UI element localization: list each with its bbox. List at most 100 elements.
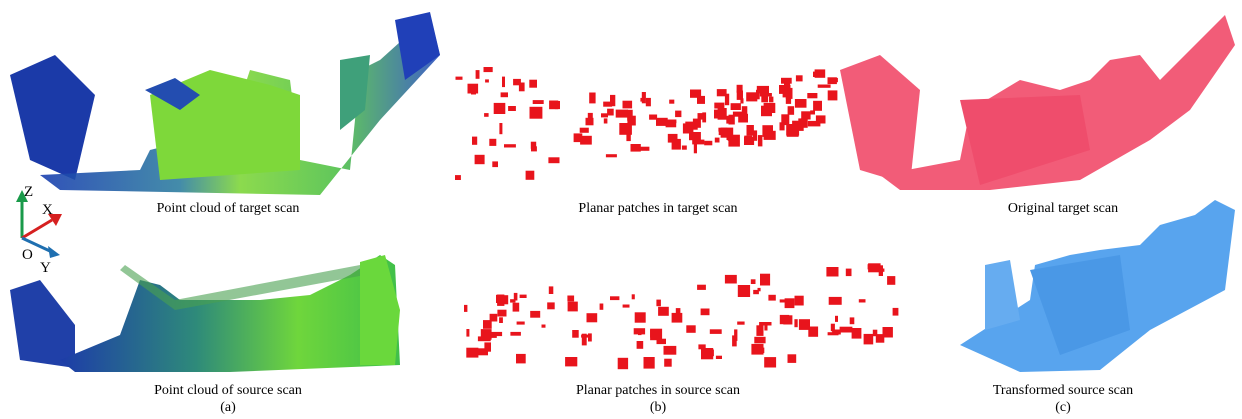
patch — [826, 267, 838, 277]
patch — [725, 94, 729, 106]
patch — [864, 334, 874, 345]
patch — [689, 132, 701, 140]
figure: Z X O Y Point cloud of target scan Point… — [0, 0, 1242, 419]
axes-icon: Z X O Y — [16, 184, 62, 276]
patch — [879, 265, 883, 276]
patch — [640, 147, 650, 151]
patch — [788, 354, 797, 363]
patch — [632, 294, 635, 299]
patch — [517, 322, 525, 325]
patch — [601, 113, 608, 117]
patch — [649, 115, 657, 120]
patch — [682, 146, 687, 150]
x-label: X — [42, 202, 53, 218]
patch — [690, 90, 701, 98]
patch — [616, 110, 628, 118]
patch — [801, 111, 810, 119]
patch — [733, 112, 743, 117]
patch — [646, 98, 651, 106]
patch — [738, 285, 750, 297]
patch — [610, 111, 613, 114]
patch — [623, 305, 630, 308]
patch — [780, 315, 789, 324]
patch — [780, 122, 785, 130]
caption: Planar patches in target scan — [578, 201, 737, 216]
patch — [795, 99, 807, 108]
patch — [580, 136, 592, 145]
patch — [499, 317, 503, 323]
patch — [893, 308, 899, 316]
patch — [492, 161, 498, 167]
patch — [701, 309, 710, 316]
patch — [603, 102, 612, 107]
patch — [548, 157, 559, 163]
patch — [769, 97, 774, 103]
patch — [476, 70, 480, 79]
patch — [792, 121, 798, 130]
patch — [572, 330, 579, 338]
patch — [513, 79, 521, 85]
patch — [484, 113, 489, 117]
patch — [529, 80, 537, 88]
patch — [795, 296, 804, 306]
patch — [734, 329, 737, 341]
patch — [692, 140, 704, 145]
patch — [683, 123, 694, 133]
patch — [658, 307, 669, 316]
patch — [623, 101, 633, 109]
patch — [504, 144, 516, 147]
patch — [697, 285, 706, 290]
patch — [494, 103, 506, 114]
patch — [478, 336, 491, 341]
patch — [756, 325, 763, 336]
patch — [637, 341, 644, 349]
patch — [485, 79, 489, 82]
patch — [737, 322, 744, 325]
patch — [526, 171, 535, 180]
patch — [746, 92, 757, 101]
patch — [513, 303, 520, 312]
patch — [520, 295, 527, 298]
patch — [751, 344, 763, 355]
patch — [497, 295, 504, 306]
patch — [852, 328, 862, 339]
patch — [455, 175, 461, 180]
patch — [788, 106, 795, 115]
origin-label: O — [22, 247, 33, 263]
patch — [464, 305, 467, 312]
patch — [859, 299, 866, 302]
patch — [669, 100, 674, 104]
patch — [876, 334, 885, 343]
patch — [664, 346, 677, 355]
patch — [760, 93, 772, 97]
transformed-source-cloud — [960, 200, 1235, 372]
patch — [751, 279, 756, 284]
patch — [764, 325, 767, 331]
patch — [644, 357, 655, 369]
patch — [818, 85, 831, 88]
patch — [764, 357, 776, 367]
y-label: Y — [40, 260, 51, 276]
patch — [758, 288, 761, 291]
patch — [589, 93, 595, 104]
patch — [747, 125, 754, 136]
patch — [549, 286, 554, 294]
patch — [835, 316, 838, 322]
patch — [796, 75, 803, 81]
patch — [786, 97, 791, 104]
patch — [627, 116, 635, 126]
caption: Point cloud of source scan — [154, 383, 302, 398]
patch — [768, 295, 775, 301]
patch — [640, 98, 644, 102]
caption: Transformed source scan — [993, 383, 1133, 398]
patch — [676, 308, 681, 316]
patch — [664, 359, 672, 367]
patch — [531, 142, 536, 149]
panel-label: (b) — [650, 400, 667, 415]
patch — [489, 139, 496, 146]
patch — [704, 141, 712, 146]
patch — [715, 138, 720, 143]
caption: Planar patches in source scan — [576, 383, 740, 398]
patch — [533, 100, 544, 104]
source-scan-cloud — [10, 255, 400, 372]
